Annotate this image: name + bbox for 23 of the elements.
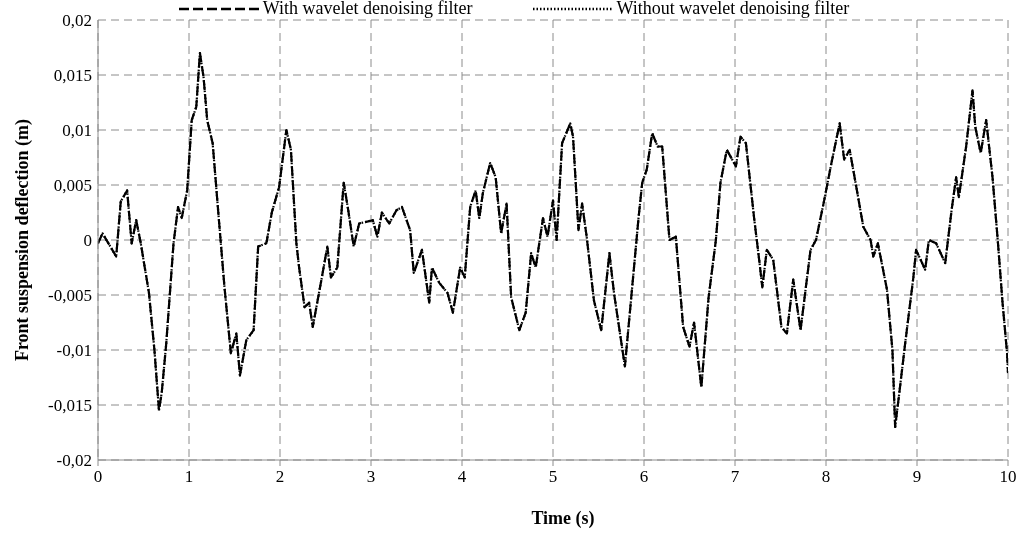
x-tick-label: 9 [912, 467, 922, 486]
y-axis-title: Front suspension deflection (m) [11, 118, 33, 362]
x-tick-label: 1 [184, 467, 194, 486]
x-tick-label: 2 [275, 467, 285, 486]
y-tick-label: 0 [83, 230, 92, 250]
x-tick-label: 6 [639, 467, 649, 486]
y-tick-label: -0,01 [56, 340, 92, 360]
y-tick-label: 0,005 [53, 175, 92, 195]
y-tick-label: -0,015 [48, 395, 92, 415]
x-tick-label: 8 [821, 467, 831, 486]
legend-label: With wavelet denoising filter [262, 0, 473, 19]
x-tick-label: 5 [548, 467, 558, 486]
y-tick-label: -0,02 [56, 450, 92, 470]
x-tick-label: 3 [366, 467, 376, 486]
x-tick-label: 10 [999, 467, 1017, 486]
y-tick-label: 0,01 [62, 120, 92, 140]
x-tick-label: 7 [730, 467, 740, 486]
y-tick-label: 0,02 [62, 10, 92, 30]
x-axis-title: Time (s) [531, 508, 595, 529]
y-tick-label: 0,015 [53, 65, 92, 85]
legend-label: Without wavelet denoising filter [616, 0, 850, 19]
x-tick-label: 4 [457, 467, 467, 486]
y-tick-label: -0,005 [48, 285, 92, 305]
